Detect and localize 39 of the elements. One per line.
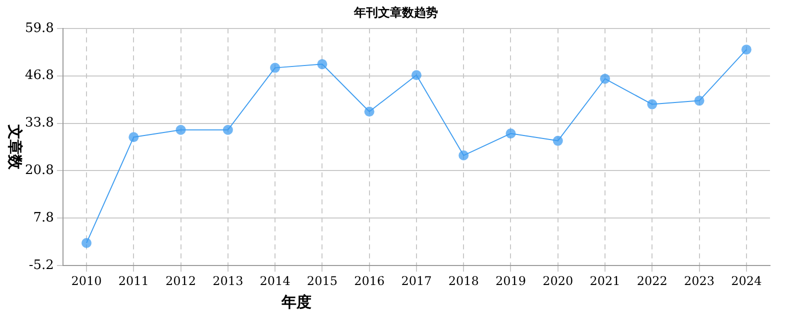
x-tick-label: 2022 (636, 274, 668, 288)
x-tick-label: 2017 (401, 274, 432, 288)
y-tick-label: 7.8 (33, 210, 54, 226)
point (741, 44, 752, 55)
point (270, 62, 280, 73)
point (128, 132, 139, 142)
point (694, 96, 704, 106)
point (600, 74, 610, 84)
point (552, 136, 563, 146)
point (458, 150, 469, 160)
point (647, 99, 658, 110)
point (222, 124, 233, 135)
y-tick-label: 59.8 (24, 20, 54, 36)
x-tick-label: 2019 (495, 274, 526, 288)
chart-title: 年刊文章数趋势 (353, 5, 438, 20)
x-tick-label: 2012 (166, 274, 196, 288)
y-axis-title: 文章数 (6, 124, 24, 170)
x-tick-label: 2024 (731, 274, 762, 288)
x-tick-label: 2018 (448, 274, 479, 288)
x-tick-label: 2015 (306, 274, 338, 288)
x-tick-label: 2016 (354, 274, 385, 288)
point (411, 70, 422, 80)
point (176, 124, 186, 135)
x-tick-label: 2010 (71, 274, 102, 288)
point (317, 59, 328, 70)
point (82, 238, 92, 248)
x-tick-label: 2013 (212, 274, 244, 288)
x-tick-label: 2014 (260, 274, 291, 288)
x-tick-label: 2023 (684, 274, 715, 288)
x-tick-label: 2011 (118, 274, 149, 288)
y-tick-label: 33.8 (24, 116, 54, 131)
x-tick-label: 2020 (542, 274, 574, 288)
y-tick-label: 46.8 (24, 68, 54, 84)
x-axis-title: 年度 (280, 292, 312, 311)
y-tick-label: 20.8 (24, 163, 54, 178)
point (364, 106, 374, 117)
point (506, 128, 516, 138)
x-tick-label: 2021 (590, 274, 620, 288)
y-tick-label: -5.2 (28, 258, 54, 273)
